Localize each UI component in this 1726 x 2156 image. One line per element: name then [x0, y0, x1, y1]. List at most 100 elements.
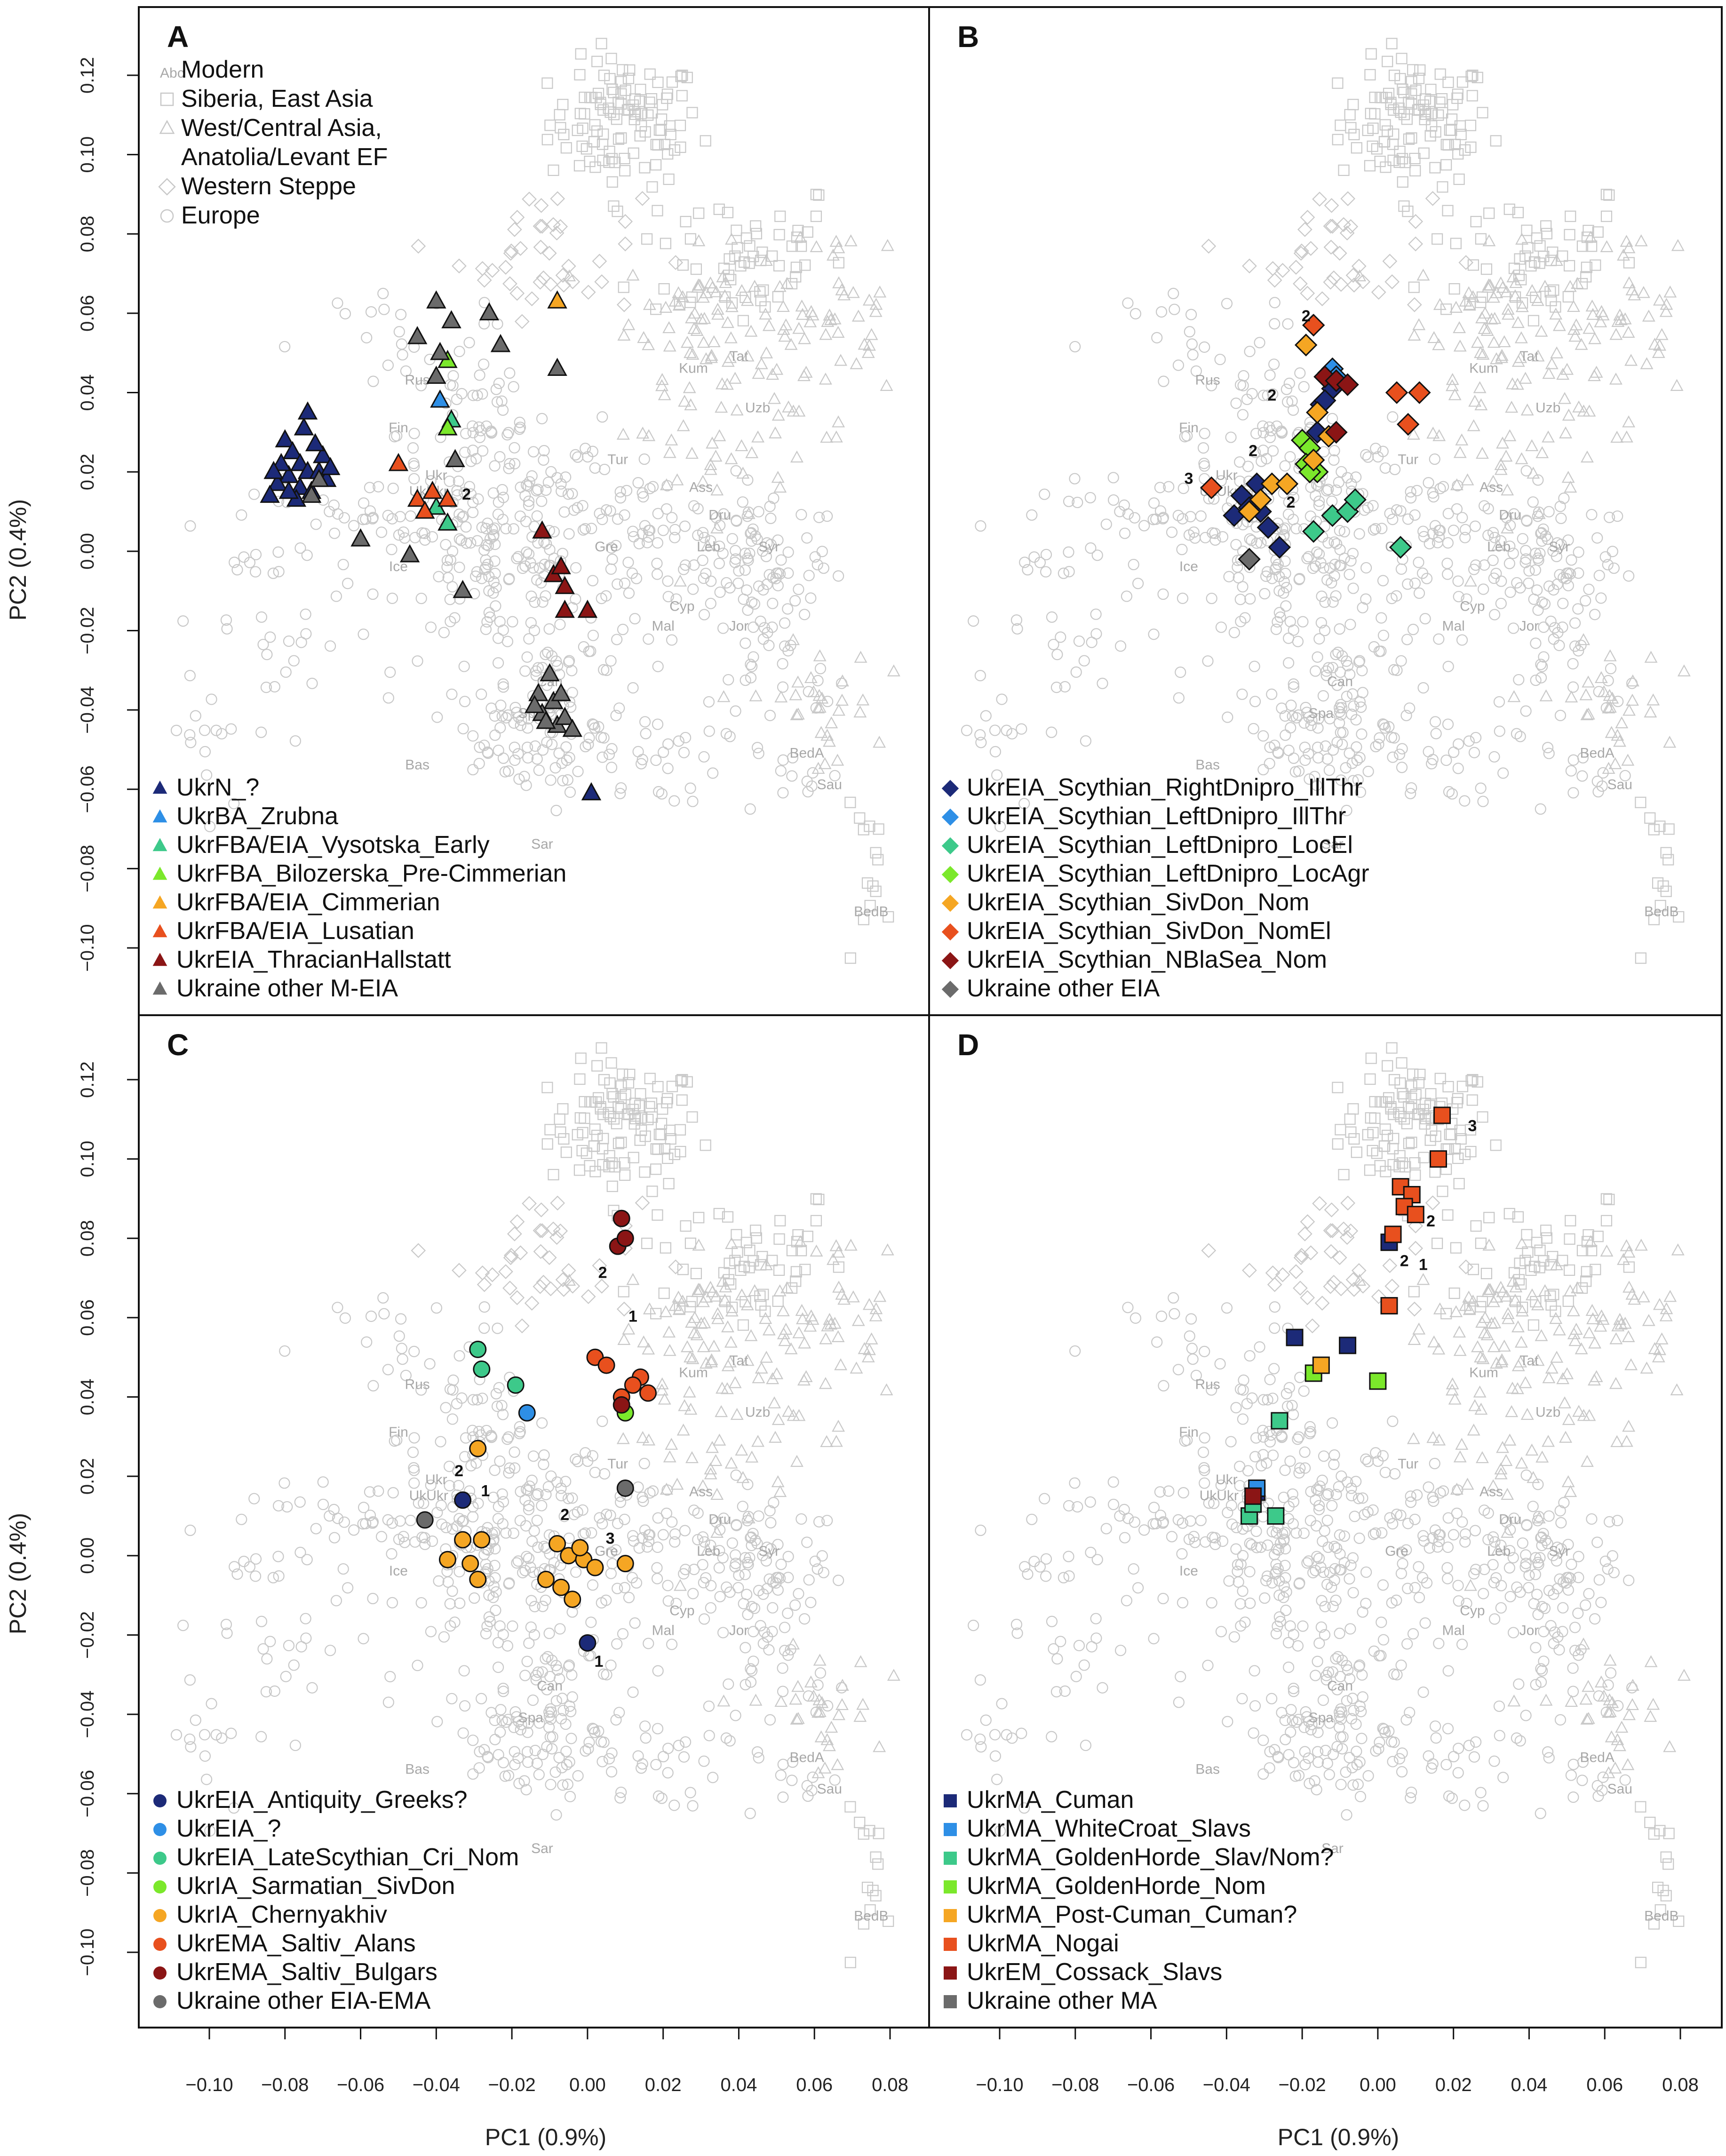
reference-point	[1504, 541, 1516, 552]
reference-point	[1634, 1239, 1648, 1251]
reference-point	[476, 573, 488, 584]
reference-point	[1455, 128, 1467, 141]
reference-point	[364, 1510, 376, 1521]
background-legend-label: Anatolia/Levant EF	[181, 143, 388, 171]
reference-point	[1589, 1613, 1601, 1625]
reference-point	[1356, 728, 1368, 740]
reference-point	[1590, 1370, 1603, 1382]
reference-point	[735, 284, 748, 296]
reference-point	[1046, 1731, 1058, 1742]
reference-point	[1333, 477, 1344, 488]
reference-point	[1557, 1602, 1569, 1614]
reference-point	[813, 700, 827, 713]
reference-point	[1154, 505, 1167, 517]
reference-point	[717, 622, 729, 634]
reference-point	[753, 580, 765, 592]
reference-point	[1321, 1758, 1333, 1769]
reference-point	[1114, 1645, 1127, 1656]
reference-point	[1646, 1698, 1660, 1710]
reference-point	[1602, 559, 1614, 571]
reference-point	[644, 1073, 656, 1084]
reference-point	[364, 482, 376, 493]
reference-point	[541, 246, 557, 261]
reference-label: Leb	[697, 539, 720, 555]
reference-point	[1338, 1530, 1350, 1542]
reference-point	[1523, 1582, 1535, 1594]
reference-point	[1386, 1042, 1398, 1054]
reference-point	[639, 162, 651, 174]
reference-point	[1248, 723, 1259, 735]
reference-point	[1613, 734, 1626, 747]
reference-point	[332, 1302, 343, 1313]
reference-point	[1437, 181, 1448, 193]
reference-point	[832, 415, 845, 428]
reference-point	[1412, 1322, 1426, 1335]
reference-point	[1151, 332, 1163, 343]
reference-point	[1058, 1572, 1069, 1583]
reference-point	[775, 1769, 787, 1781]
reference-point	[489, 1572, 501, 1584]
reference-point	[1595, 305, 1608, 317]
reference-point	[382, 1364, 394, 1376]
reference-point	[1429, 162, 1441, 174]
reference-point	[1313, 633, 1325, 645]
reference-point	[1323, 1769, 1335, 1781]
reference-point	[777, 1327, 790, 1339]
reference-point	[177, 1620, 189, 1631]
reference-point	[775, 554, 787, 566]
reference-point	[1567, 1662, 1579, 1674]
reference-point	[606, 1157, 618, 1169]
reference-point	[577, 1127, 589, 1138]
reference-point	[1445, 379, 1459, 391]
reference-point	[619, 1169, 631, 1181]
reference-point	[513, 1778, 525, 1790]
reference-point	[699, 1356, 713, 1369]
legend-label: UkrIA_Chernyakhiv	[176, 1901, 387, 1928]
reference-point	[1391, 1508, 1403, 1520]
reference-points-layer	[170, 38, 1691, 1968]
reference-point	[617, 328, 631, 341]
reference-point	[1055, 1636, 1066, 1647]
reference-point	[851, 1314, 865, 1326]
reference-label: Rus	[405, 1377, 430, 1392]
reference-point	[1514, 1735, 1526, 1747]
reference-point	[1626, 1679, 1639, 1691]
reference-point	[1648, 824, 1660, 835]
reference-point	[552, 660, 564, 672]
reference-point	[657, 1529, 669, 1541]
reference-point	[444, 475, 455, 487]
reference-point	[1388, 1736, 1400, 1748]
legend-label: UkrEIA_Antiquity_Greeks?	[176, 1786, 468, 1814]
background-legend-label: Western Steppe	[181, 173, 356, 200]
legend-label: UkrMA_GoldenHorde_Nom	[967, 1872, 1266, 1900]
reference-point	[1335, 1779, 1347, 1790]
reference-label: Bas	[1195, 757, 1220, 773]
reference-point	[1326, 577, 1337, 589]
reference-point	[1411, 485, 1423, 496]
reference-point	[598, 1668, 610, 1680]
reference-point	[478, 1301, 490, 1313]
reference-point	[741, 1354, 755, 1366]
reference-point	[1228, 1631, 1240, 1643]
reference-point	[605, 53, 617, 64]
reference-point	[1648, 914, 1660, 925]
reference-point	[612, 1583, 623, 1594]
reference-point	[1489, 352, 1503, 365]
reference-point	[1301, 707, 1313, 718]
reference-point	[1520, 403, 1534, 416]
reference-point	[782, 1649, 794, 1661]
reference-point	[663, 1177, 675, 1190]
legend-marker-icon	[944, 1880, 957, 1893]
reference-point	[795, 509, 807, 521]
reference-point	[1562, 1413, 1575, 1425]
reference-point	[779, 1622, 791, 1633]
reference-point	[772, 534, 784, 546]
reference-point	[1659, 1309, 1673, 1321]
reference-point	[1618, 1317, 1632, 1329]
reference-point	[1481, 1285, 1495, 1297]
reference-point	[496, 395, 508, 407]
reference-point	[521, 479, 533, 491]
reference-point	[782, 1572, 794, 1583]
reference-point	[612, 1518, 624, 1529]
reference-point	[1467, 1424, 1480, 1436]
